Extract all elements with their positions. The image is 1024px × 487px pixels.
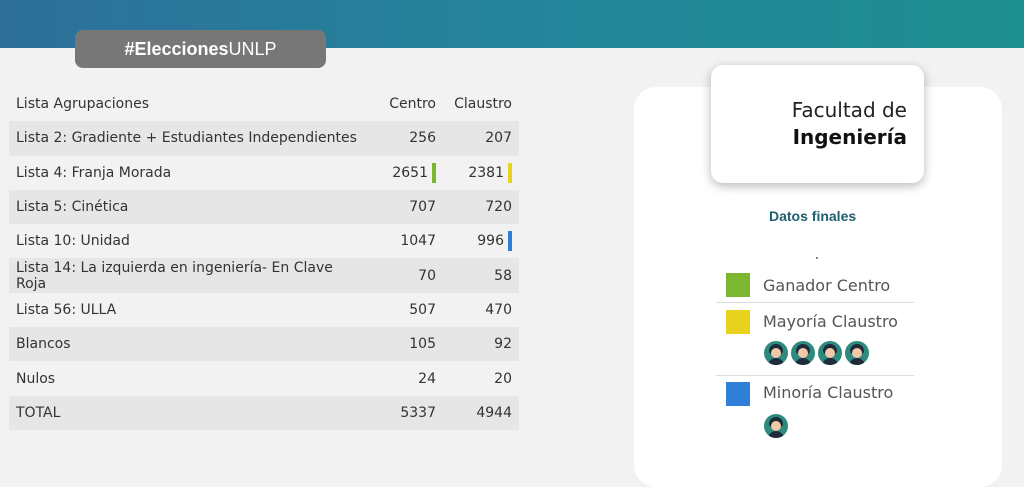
datos-finales-title: Datos finales <box>769 208 857 224</box>
header-lista: Lista Agrupaciones <box>16 96 149 113</box>
decorative-dot <box>816 257 818 259</box>
avatar-group <box>764 341 869 365</box>
table-row: Nulos 24 20 <box>9 361 519 395</box>
facultad-line1: Facultad de <box>791 98 907 122</box>
person-icon <box>764 341 788 365</box>
lista-name: TOTAL <box>9 395 366 430</box>
table-header-row: Lista Agrupaciones Centro Claustro <box>9 87 519 121</box>
person-icon <box>845 341 869 365</box>
claustro-value: 20 <box>494 370 512 387</box>
legend-color-square <box>726 382 750 406</box>
legend-divider <box>716 302 914 303</box>
claustro-value: 2381 <box>436 156 519 190</box>
header-centro: Centro <box>389 96 436 113</box>
lista-name: Nulos <box>16 370 56 387</box>
claustro-value: 996 <box>436 224 519 258</box>
centro-value: 70 <box>366 258 436 293</box>
centro-value: 2651 <box>366 156 436 190</box>
lista-name: Lista 5: Cinética <box>9 189 366 225</box>
legend-label: Ganador Centro <box>763 276 891 295</box>
claustro-marker-bar <box>508 162 512 183</box>
centro-value: 5337 <box>366 395 436 430</box>
table-row: Lista 4: Franja Morada 2651 2381 <box>9 156 519 190</box>
legend-label: Mayoría Claustro <box>763 312 898 331</box>
avatar-group <box>764 414 788 438</box>
claustro-value: 470 <box>485 301 512 318</box>
hashtag-badge: #Elecciones UNLP <box>75 30 326 68</box>
person-icon <box>791 341 815 365</box>
lista-name: Lista 4: Franja Morada <box>16 164 172 181</box>
claustro-marker-bar <box>508 231 512 252</box>
centro-marker-bar <box>432 162 436 183</box>
claustro-value: 207 <box>436 121 519 156</box>
table-row: Lista 14: La izquierda en ingeniería- En… <box>9 258 519 293</box>
centro-value: 1047 <box>400 233 436 250</box>
legend-label: Minoría Claustro <box>763 383 894 402</box>
claustro-value: 58 <box>436 258 519 293</box>
legend-color-square <box>726 310 750 334</box>
table-row: Lista 10: Unidad 1047 996 <box>9 224 519 258</box>
hashtag-bold: #Elecciones <box>124 38 229 59</box>
facultad-line2: Ingeniería <box>792 125 907 149</box>
table-row: TOTAL 5337 4944 <box>9 395 519 430</box>
claustro-value: 4944 <box>436 395 519 430</box>
person-icon <box>764 414 788 438</box>
centro-value: 24 <box>418 370 436 387</box>
facultad-card: Facultad de Ingeniería <box>711 65 924 183</box>
table-row: Blancos 105 92 <box>9 327 519 362</box>
centro-value: 707 <box>366 189 436 225</box>
table-row: Lista 56: ULLA 507 470 <box>9 293 519 327</box>
claustro-value: 92 <box>436 327 519 362</box>
person-icon <box>818 341 842 365</box>
centro-value: 105 <box>366 327 436 362</box>
table-row: Lista 5: Cinética 707 720 <box>9 189 519 225</box>
centro-value: 256 <box>366 121 436 156</box>
lista-name: Lista 56: ULLA <box>16 301 117 318</box>
hashtag-rest: UNLP <box>228 38 277 59</box>
lista-name: Lista 2: Gradiente + Estudiantes Indepen… <box>9 121 366 156</box>
claustro-value: 720 <box>436 189 519 225</box>
table-row: Lista 2: Gradiente + Estudiantes Indepen… <box>9 121 519 156</box>
centro-value: 507 <box>409 301 436 318</box>
lista-name: Lista 10: Unidad <box>16 233 130 250</box>
legend-color-square <box>726 273 750 297</box>
lista-name: Blancos <box>9 327 366 362</box>
legend-divider <box>716 375 914 376</box>
lista-name: Lista 14: La izquierda en ingeniería- En… <box>9 258 366 293</box>
header-claustro: Claustro <box>454 96 512 113</box>
results-table: Lista Agrupaciones Centro Claustro Lista… <box>9 87 519 430</box>
